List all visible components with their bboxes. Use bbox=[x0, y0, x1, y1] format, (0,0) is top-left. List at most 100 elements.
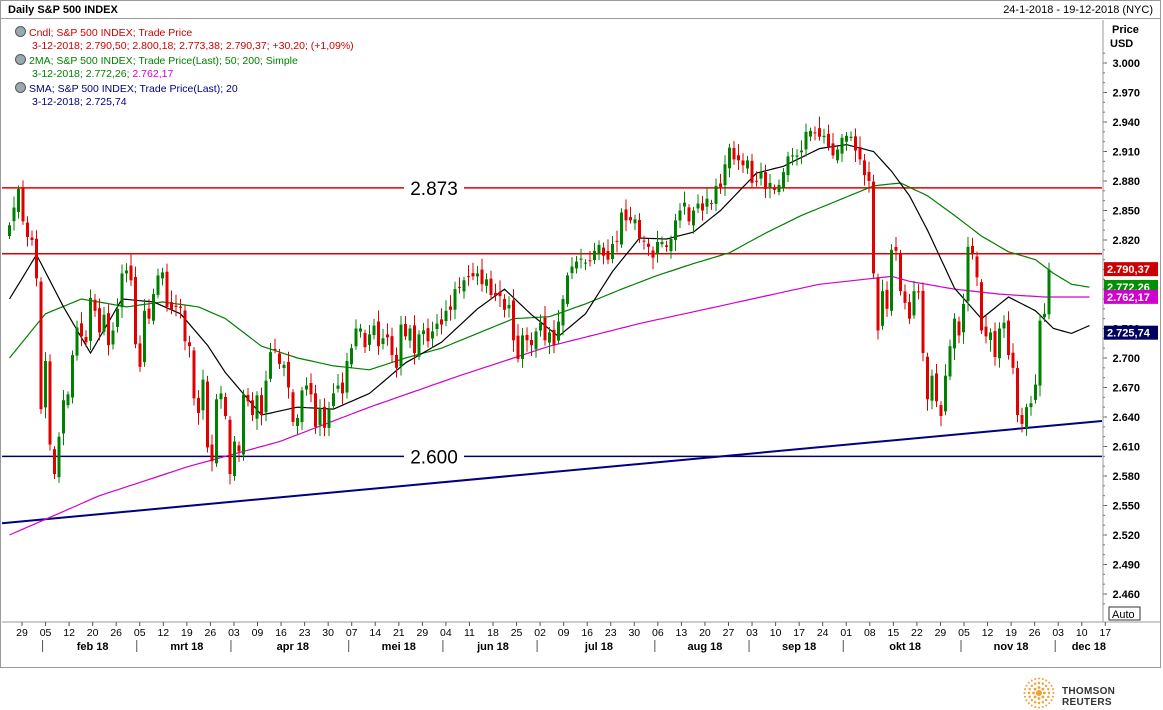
candle bbox=[746, 155, 749, 175]
candle bbox=[602, 242, 605, 265]
candle-body bbox=[561, 299, 565, 326]
candle bbox=[552, 320, 556, 354]
candle bbox=[921, 282, 925, 362]
candle-body bbox=[84, 337, 88, 343]
candle bbox=[638, 213, 641, 243]
y-tick-label: 2.700 bbox=[1112, 353, 1140, 365]
candle-body bbox=[138, 343, 142, 367]
candle bbox=[1038, 314, 1042, 397]
x-tick-label: 09 bbox=[252, 627, 264, 639]
candle-body bbox=[948, 346, 952, 377]
candle-body bbox=[512, 300, 515, 341]
candle-body bbox=[660, 241, 664, 245]
legend-candle-row[interactable]: Cndl; S&P 500 INDEX; Trade Price bbox=[15, 26, 192, 39]
candle-body bbox=[444, 310, 448, 322]
candle-body bbox=[786, 156, 790, 176]
candle-body bbox=[611, 243, 614, 259]
x-tick-label: 15 bbox=[888, 627, 900, 639]
candle-body bbox=[471, 273, 475, 277]
y-tick-label: 2.850 bbox=[1112, 206, 1140, 218]
candle-body bbox=[638, 219, 641, 239]
last-value-tag: 2.762,17 bbox=[1104, 289, 1158, 304]
candle-body bbox=[345, 360, 349, 393]
candle-body bbox=[318, 408, 322, 426]
candle-body bbox=[552, 329, 556, 346]
y-tick-label: 2.880 bbox=[1112, 176, 1140, 188]
plot-area: 2.873 2.600 bbox=[2, 116, 1102, 536]
candle bbox=[840, 134, 844, 162]
candle-body bbox=[1011, 352, 1015, 368]
x-tick-label: 05 bbox=[40, 627, 52, 639]
candle-body bbox=[183, 310, 187, 342]
candle bbox=[233, 435, 236, 481]
candle bbox=[30, 230, 34, 246]
candle-body bbox=[597, 244, 601, 254]
x-tick-label: 11 bbox=[464, 627, 475, 639]
candle bbox=[305, 377, 308, 396]
candle bbox=[863, 154, 866, 186]
candle bbox=[480, 258, 484, 292]
candle bbox=[395, 347, 398, 378]
candle bbox=[489, 270, 493, 300]
logo-dot bbox=[1045, 679, 1048, 682]
candle bbox=[1034, 374, 1037, 404]
price-chart[interactable]: 2.873 2.600 Price USD 3.000 2.970 2.940 2.91… bbox=[0, 0, 1163, 668]
candle-body bbox=[165, 271, 169, 307]
candle bbox=[219, 385, 223, 409]
candle-body bbox=[989, 332, 992, 340]
candle bbox=[408, 324, 412, 349]
candle bbox=[669, 235, 673, 259]
candle-body bbox=[980, 282, 983, 331]
candle bbox=[687, 204, 691, 226]
candle bbox=[129, 253, 133, 286]
candle bbox=[192, 346, 196, 406]
candle-body bbox=[809, 130, 812, 137]
candle-body bbox=[881, 291, 884, 326]
x-tick-label: 12 bbox=[63, 627, 75, 639]
candle-body bbox=[485, 279, 488, 286]
candle-body bbox=[273, 348, 277, 351]
x-tick-label: 23 bbox=[299, 627, 311, 639]
candle bbox=[683, 191, 686, 215]
candle-body bbox=[503, 298, 506, 310]
logo-dot bbox=[1052, 695, 1055, 698]
y-tick-label: 2.640 bbox=[1112, 412, 1140, 424]
candle bbox=[989, 328, 992, 352]
candle-body bbox=[408, 328, 412, 341]
candle bbox=[188, 335, 191, 358]
candle bbox=[737, 144, 740, 170]
month-label: sep 18 bbox=[782, 641, 816, 653]
x-tick-label: 21 bbox=[393, 627, 405, 639]
candle bbox=[759, 162, 763, 186]
candle-body bbox=[728, 147, 731, 169]
candle bbox=[80, 312, 83, 347]
candle-body bbox=[746, 160, 749, 169]
candle bbox=[503, 294, 506, 318]
candle-body bbox=[233, 441, 236, 476]
y-tick-label: 2.460 bbox=[1112, 589, 1140, 601]
candle-body bbox=[489, 278, 493, 296]
auto-scale-button[interactable]: Auto bbox=[1108, 606, 1141, 621]
candle bbox=[462, 276, 466, 299]
candle bbox=[723, 155, 727, 196]
logo-dot bbox=[1047, 687, 1050, 691]
candle bbox=[917, 284, 920, 300]
candle-body bbox=[710, 203, 713, 205]
candle bbox=[872, 174, 875, 279]
candle-body bbox=[854, 136, 857, 151]
legend-ma-row[interactable]: 2MA; S&P 500 INDEX; Trade Price(Last); 5… bbox=[15, 54, 298, 67]
candle bbox=[440, 308, 443, 335]
candle-body bbox=[1029, 403, 1033, 408]
candle bbox=[246, 388, 250, 407]
candle bbox=[372, 318, 376, 340]
candle bbox=[57, 432, 61, 483]
footer bbox=[0, 668, 1163, 710]
candle-body bbox=[674, 220, 677, 241]
legend-sma-row[interactable]: SMA; S&P 500 INDEX; Trade Price(Last); 2… bbox=[15, 82, 238, 95]
x-tick-label: 03 bbox=[228, 627, 240, 639]
candle-body bbox=[957, 321, 961, 336]
candle bbox=[341, 372, 344, 405]
logo-dot bbox=[1028, 695, 1031, 699]
candle-body bbox=[998, 328, 1001, 359]
candle-body bbox=[395, 354, 398, 368]
